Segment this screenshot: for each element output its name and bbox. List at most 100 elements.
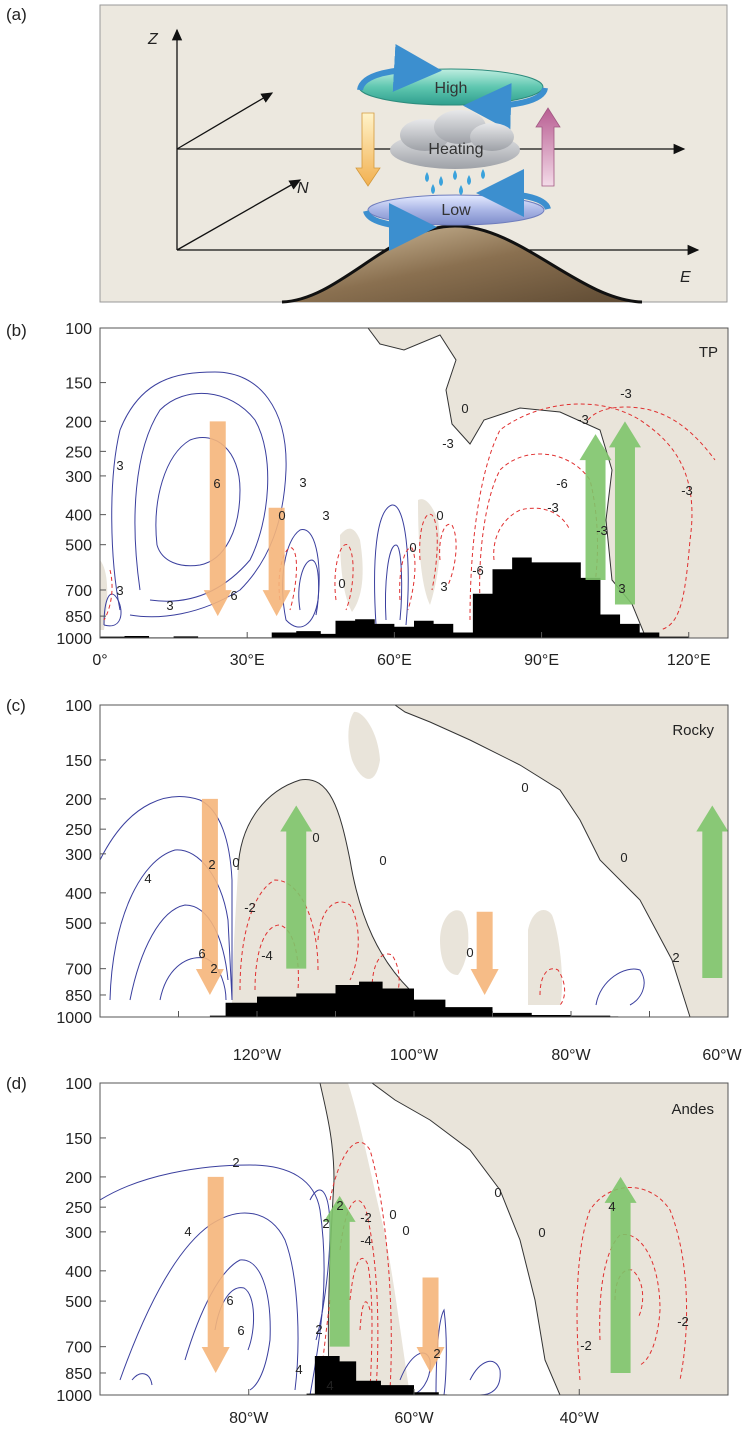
descent-arrow bbox=[262, 507, 291, 617]
x-tick-label: 80°W bbox=[551, 1047, 591, 1064]
negative-region-b4 bbox=[100, 560, 108, 630]
contour-label: 4 bbox=[608, 1199, 615, 1214]
contour-label: 0 bbox=[389, 1207, 396, 1222]
y-tick-label: 1000 bbox=[56, 631, 92, 648]
ascent-arrow bbox=[604, 1176, 637, 1373]
x-tick-label: 60°W bbox=[702, 1047, 742, 1064]
contour-label: 3 bbox=[116, 458, 123, 473]
contour-label: 0 bbox=[278, 508, 285, 523]
contour-label: 3 bbox=[116, 583, 123, 598]
terrain-outline bbox=[281, 224, 643, 304]
axis-n-label: N bbox=[297, 180, 309, 197]
contour-label: 2 bbox=[210, 961, 217, 976]
contour-label: 3 bbox=[618, 581, 625, 596]
zero-contour-b bbox=[367, 328, 647, 638]
contour-label: 2 bbox=[672, 950, 679, 965]
y-tick-label: 300 bbox=[65, 469, 92, 486]
negative-region-b2 bbox=[340, 528, 363, 612]
y-tick-label: 100 bbox=[65, 321, 92, 338]
upper-n-axis-line bbox=[176, 92, 274, 150]
zero-contour-c bbox=[394, 705, 691, 1017]
negative-contours-d bbox=[317, 1141, 688, 1395]
subsidence-arrow-icon bbox=[355, 112, 381, 187]
y-tick-label: 150 bbox=[65, 753, 92, 770]
y-tick-label: 150 bbox=[65, 1131, 92, 1148]
contour-label: 6 bbox=[237, 1323, 244, 1338]
contour-label: -4 bbox=[360, 1233, 372, 1248]
contour-label: -3 bbox=[577, 412, 589, 427]
panel-label-d: (d) bbox=[6, 1074, 27, 1093]
negative-region-c5 bbox=[528, 910, 563, 1005]
contour-label: 0 bbox=[538, 1225, 545, 1240]
x-tick-label: 0° bbox=[92, 652, 107, 669]
y-tick-label: 400 bbox=[65, 1264, 92, 1281]
y-tick-label: 150 bbox=[65, 376, 92, 393]
contour-label: 2 bbox=[232, 1155, 239, 1170]
contour-label: -6 bbox=[556, 476, 568, 491]
panel-c: (c) bbox=[6, 696, 743, 1064]
low-circulation-arrow-right bbox=[476, 169, 551, 218]
contour-label: 3 bbox=[440, 579, 447, 594]
contour-label: 4 bbox=[144, 871, 151, 886]
ascent-arrow bbox=[696, 805, 728, 979]
y-tick-labels-b: 100 150 200 250 300 400 500 700 850 1000 bbox=[56, 321, 106, 648]
contour-label: 0 bbox=[521, 780, 528, 795]
contour-label: 0 bbox=[402, 1223, 409, 1238]
vertical-motion-arrows-d bbox=[201, 1176, 637, 1373]
contour-label: 2 bbox=[433, 1346, 440, 1361]
contour-label: -3 bbox=[442, 436, 454, 451]
negative-region-c2 bbox=[348, 711, 380, 779]
y-tick-label: 1000 bbox=[56, 1388, 92, 1405]
y-tick-label: 250 bbox=[65, 1200, 92, 1217]
y-tick-label: 200 bbox=[65, 792, 92, 809]
contour-label: -2 bbox=[360, 1210, 372, 1225]
contour-label: -6 bbox=[472, 563, 484, 578]
y-tick-label: 700 bbox=[65, 1340, 92, 1357]
region-label-rocky: Rocky bbox=[672, 722, 714, 739]
y-tick-label: 100 bbox=[65, 1076, 92, 1093]
y-tick-label: 500 bbox=[65, 538, 92, 555]
y-tick-labels-c: 100 150 200 250 300 400 500 700 850 1000 bbox=[56, 698, 106, 1027]
contour-label: 2 bbox=[322, 1216, 329, 1231]
axis-e-label: E bbox=[680, 269, 691, 286]
panel-label-c: (c) bbox=[6, 696, 26, 715]
y-tick-label: 400 bbox=[65, 886, 92, 903]
contour-label: 0 bbox=[466, 945, 473, 960]
n-axis-line bbox=[176, 179, 302, 251]
vertical-motion-arrows-b bbox=[203, 421, 641, 617]
contour-label: 0 bbox=[461, 401, 468, 416]
ascent-arrow bbox=[280, 805, 313, 969]
contour-label: 4 bbox=[326, 1378, 333, 1393]
descent-arrow bbox=[416, 1277, 445, 1373]
x-tick-label: 60°W bbox=[394, 1410, 434, 1427]
contour-label: 0 bbox=[494, 1185, 501, 1200]
zero-contour-d bbox=[371, 1083, 561, 1395]
x-tick-label: 60°E bbox=[377, 652, 412, 669]
y-tick-label: 700 bbox=[65, 962, 92, 979]
high-circulation-arrow-right bbox=[463, 83, 548, 132]
contour-label: 3 bbox=[322, 508, 329, 523]
plot-area-d bbox=[100, 1083, 728, 1395]
contour-label: 0 bbox=[409, 540, 416, 555]
topography-b bbox=[100, 557, 697, 638]
panel-label-a: (a) bbox=[6, 5, 27, 24]
contour-label: 2 bbox=[315, 1322, 322, 1337]
negative-region-c bbox=[395, 705, 728, 1017]
ascent-arrow bbox=[579, 434, 612, 581]
positive-contours-d bbox=[100, 1164, 501, 1395]
contour-label: -2 bbox=[677, 1314, 689, 1329]
contour-label: 4 bbox=[184, 1224, 191, 1239]
y-tick-label: 850 bbox=[65, 1366, 92, 1383]
positive-contours-b bbox=[103, 371, 409, 628]
topography-c bbox=[209, 981, 619, 1017]
contour-label: 6 bbox=[230, 588, 237, 603]
contour-label: 3 bbox=[166, 598, 173, 613]
negative-region-b bbox=[368, 328, 728, 638]
y-tick-label: 850 bbox=[65, 609, 92, 626]
topography-d bbox=[306, 1356, 447, 1395]
y-tick-label: 400 bbox=[65, 508, 92, 525]
contour-label: 6 bbox=[226, 1293, 233, 1308]
axis-z-label: Z bbox=[147, 31, 159, 48]
y-tick-label: 100 bbox=[65, 698, 92, 715]
